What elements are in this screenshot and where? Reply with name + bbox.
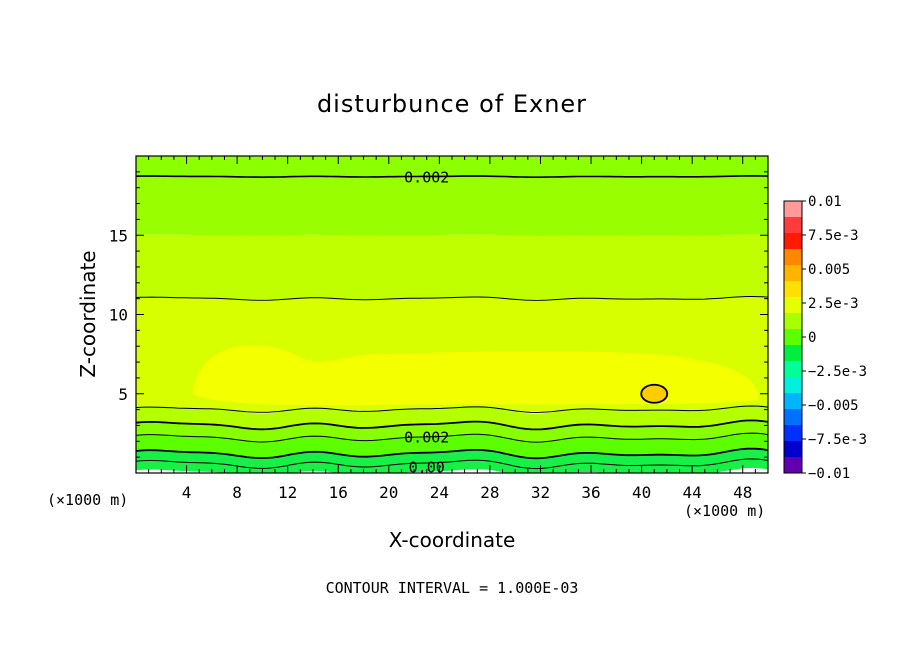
x-tick-label: 4 <box>182 483 192 502</box>
colorbar-swatch <box>784 345 802 362</box>
x-tick-label: 40 <box>632 483 651 502</box>
x-tick-label: 16 <box>329 483 348 502</box>
x-tick-label: 28 <box>480 483 499 502</box>
contour-band <box>136 234 768 300</box>
colorbar: 0.01 7.5e-3 0.005 2.5e-3 0 −2.5e-3 −0.005 −7.5e… <box>783 194 867 482</box>
contour-band <box>136 156 768 178</box>
contour-line <box>136 175 768 179</box>
colorbar-swatch <box>784 297 802 314</box>
x-tick-label: 20 <box>379 483 398 502</box>
colorbar-label: −7.5e-3 <box>808 432 867 448</box>
contour-labels: 0.002 0.002 0.00 <box>404 169 449 477</box>
contour-band <box>136 404 768 430</box>
colorbar-label: 0.01 <box>808 194 842 210</box>
colorbar-swatch <box>784 393 802 410</box>
contour-label: 0.002 <box>404 429 449 447</box>
x-unit-left: (×1000 m) <box>47 491 128 509</box>
x-tick-label: 8 <box>232 483 242 502</box>
colorbar-label: 2.5e-3 <box>808 296 859 312</box>
x-axis: 4 8 12 16 20 24 28 32 36 40 44 48 <box>148 156 756 502</box>
y-tick-label: 5 <box>118 385 128 404</box>
colorbar-swatch <box>784 409 802 426</box>
colorbar-swatch <box>784 217 802 234</box>
x-tick-label: 36 <box>581 483 600 502</box>
x-tick-label: 44 <box>683 483 702 502</box>
colorbar-label: −0.01 <box>808 466 850 482</box>
colorbar-swatch <box>784 281 802 298</box>
contour-line <box>136 405 768 414</box>
colorbar-swatch <box>784 249 802 266</box>
contour-band <box>136 433 768 458</box>
contour-interval-note: CONTOUR INTERVAL = 1.000E-03 <box>326 579 579 597</box>
colorbar-swatch <box>784 441 802 458</box>
colorbar-swatch <box>784 313 802 330</box>
colorbar-swatch <box>784 329 802 346</box>
colorbar-label: −2.5e-3 <box>808 364 867 380</box>
x-axis-label: X-coordinate <box>389 528 516 552</box>
contour-label: 0.002 <box>404 169 449 187</box>
chart-title: disturbunce of Exner <box>317 90 587 118</box>
x-tick-label: 12 <box>278 483 297 502</box>
contour-lines <box>136 175 768 470</box>
colorbar-label: 7.5e-3 <box>808 228 859 244</box>
colorbar-swatch <box>784 361 802 378</box>
contour-line <box>136 296 768 301</box>
local-maximum-marker <box>640 383 669 404</box>
colorbar-label: 0 <box>808 330 816 346</box>
contour-line <box>136 458 768 470</box>
y-tick-label: 10 <box>109 306 128 325</box>
contour-band <box>136 175 768 236</box>
y-axis: 5 10 15 <box>109 171 768 458</box>
colorbar-swatch <box>784 425 802 442</box>
y-tick-label: 15 <box>109 226 128 245</box>
contour-line <box>136 419 768 431</box>
contour-line <box>136 447 768 460</box>
colorbar-label: −0.005 <box>808 398 859 414</box>
x-tick-label: 48 <box>733 483 752 502</box>
x-unit-right: (×1000 m) <box>684 502 765 520</box>
colorbar-label: 0.005 <box>808 262 850 278</box>
colorbar-swatch <box>784 265 802 282</box>
x-tick-label: 32 <box>531 483 550 502</box>
contour-line <box>136 432 768 443</box>
colorbar-swatch <box>784 233 802 250</box>
contour-label: 0.00 <box>409 459 445 477</box>
colorbar-swatch <box>784 377 802 394</box>
y-axis-label: Z-coordinate <box>76 250 100 377</box>
x-tick-label: 24 <box>430 483 449 502</box>
colorbar-swatch <box>784 201 802 218</box>
contour-band <box>192 345 759 406</box>
colorbar-swatch <box>784 457 802 474</box>
